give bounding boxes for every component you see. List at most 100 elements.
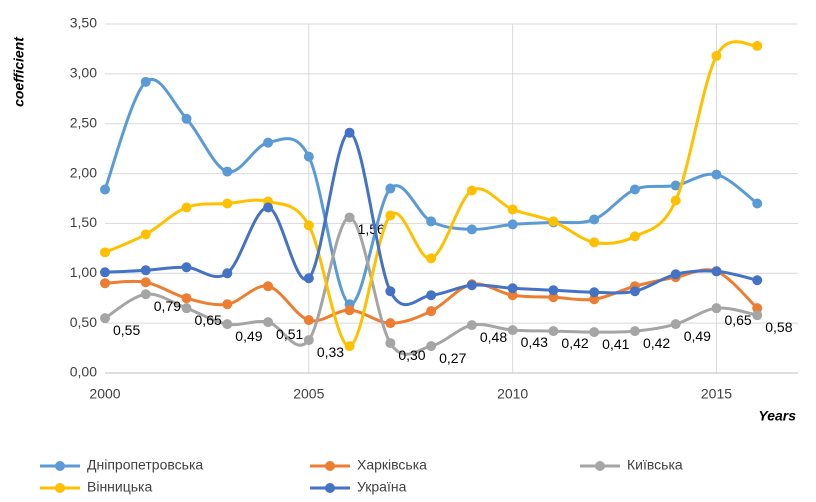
data-point bbox=[303, 151, 314, 162]
legend-label: Вінницька bbox=[87, 479, 152, 495]
data-point bbox=[222, 319, 233, 330]
legend-marker bbox=[325, 483, 335, 493]
y-tick-label: 3,00 bbox=[70, 65, 97, 81]
data-point bbox=[263, 281, 274, 292]
data-point bbox=[303, 335, 314, 346]
x-tick-label: 2010 bbox=[497, 386, 528, 402]
x-tick-label: 2005 bbox=[293, 386, 324, 402]
series-line bbox=[104, 215, 758, 356]
data-label: 0,65 bbox=[195, 312, 222, 328]
data-point bbox=[100, 278, 110, 289]
legend-marker bbox=[55, 461, 65, 471]
y-tick-label: 1,50 bbox=[70, 214, 97, 230]
data-point bbox=[344, 341, 355, 352]
data-point bbox=[140, 76, 151, 87]
data-point bbox=[181, 262, 192, 273]
data-point bbox=[466, 320, 477, 331]
data-point bbox=[385, 210, 396, 221]
legend-label: Київська bbox=[627, 457, 683, 473]
data-point bbox=[181, 113, 192, 124]
data-point bbox=[629, 326, 640, 337]
data-point bbox=[181, 293, 192, 304]
data-point bbox=[181, 303, 192, 314]
data-point bbox=[589, 237, 600, 248]
data-point bbox=[385, 318, 396, 329]
data-point bbox=[100, 267, 110, 278]
data-point bbox=[589, 214, 600, 225]
data-label: 1,56 bbox=[358, 221, 385, 237]
data-point bbox=[548, 216, 559, 227]
data-label: 0,33 bbox=[317, 344, 344, 360]
data-point bbox=[222, 268, 233, 279]
data-label: 0,42 bbox=[643, 335, 670, 351]
data-point bbox=[507, 204, 518, 215]
data-label: 0,49 bbox=[235, 328, 262, 344]
y-tick-label: 0,50 bbox=[70, 314, 97, 330]
data-point bbox=[222, 166, 233, 177]
data-label: 0,43 bbox=[521, 334, 548, 350]
data-point bbox=[466, 224, 477, 235]
data-point bbox=[426, 341, 437, 352]
legend-marker bbox=[325, 461, 335, 471]
data-label: 0,49 bbox=[684, 328, 711, 344]
data-point bbox=[548, 292, 559, 303]
data-point bbox=[385, 286, 396, 297]
legend-label: Дніпропетровська bbox=[87, 457, 203, 473]
data-point bbox=[670, 195, 681, 206]
data-point bbox=[344, 127, 355, 138]
data-label: 0,48 bbox=[480, 329, 507, 345]
data-point bbox=[629, 231, 640, 242]
data-point bbox=[711, 266, 722, 277]
data-point bbox=[670, 269, 681, 280]
data-label: 0,79 bbox=[154, 298, 181, 314]
data-point bbox=[385, 338, 396, 349]
data-point bbox=[752, 275, 763, 286]
data-point bbox=[426, 290, 437, 301]
y-axis-title: coefficient bbox=[11, 36, 27, 107]
data-point bbox=[589, 327, 600, 338]
data-point bbox=[263, 317, 274, 328]
data-point bbox=[466, 185, 477, 196]
data-point bbox=[507, 219, 518, 230]
legend-label: Україна bbox=[357, 479, 407, 495]
data-point bbox=[263, 137, 274, 148]
data-point bbox=[140, 277, 151, 288]
data-point bbox=[222, 198, 233, 209]
y-tick-label: 1,00 bbox=[70, 264, 97, 280]
data-point bbox=[303, 220, 314, 231]
data-point bbox=[140, 289, 151, 300]
data-point bbox=[548, 326, 559, 337]
data-point bbox=[589, 287, 600, 298]
legend-marker bbox=[595, 461, 605, 471]
x-tick-label: 2000 bbox=[89, 386, 120, 402]
data-point bbox=[548, 285, 559, 296]
data-point bbox=[344, 305, 355, 316]
data-point bbox=[100, 184, 110, 195]
data-point bbox=[711, 303, 722, 314]
data-label: 0,30 bbox=[398, 347, 425, 363]
data-point bbox=[507, 283, 518, 294]
data-point bbox=[670, 319, 681, 330]
data-point bbox=[303, 273, 314, 284]
y-tick-label: 3,50 bbox=[70, 15, 97, 31]
data-point bbox=[426, 216, 437, 227]
data-point bbox=[752, 40, 763, 51]
data-point bbox=[426, 306, 437, 317]
data-point bbox=[181, 202, 192, 213]
data-point bbox=[589, 294, 600, 305]
data-point bbox=[100, 247, 110, 258]
data-point bbox=[507, 290, 518, 301]
data-point bbox=[140, 229, 151, 240]
series-line bbox=[103, 78, 759, 306]
data-label: 0,55 bbox=[113, 322, 140, 338]
data-label: 0,42 bbox=[561, 335, 588, 351]
legend-marker bbox=[55, 483, 65, 493]
data-point bbox=[344, 212, 355, 223]
y-tick-label: 0,00 bbox=[70, 364, 97, 380]
data-label: 0,58 bbox=[765, 319, 792, 335]
data-point bbox=[263, 202, 274, 213]
data-point bbox=[711, 50, 722, 61]
series-line bbox=[104, 40, 758, 348]
data-point bbox=[385, 183, 396, 194]
